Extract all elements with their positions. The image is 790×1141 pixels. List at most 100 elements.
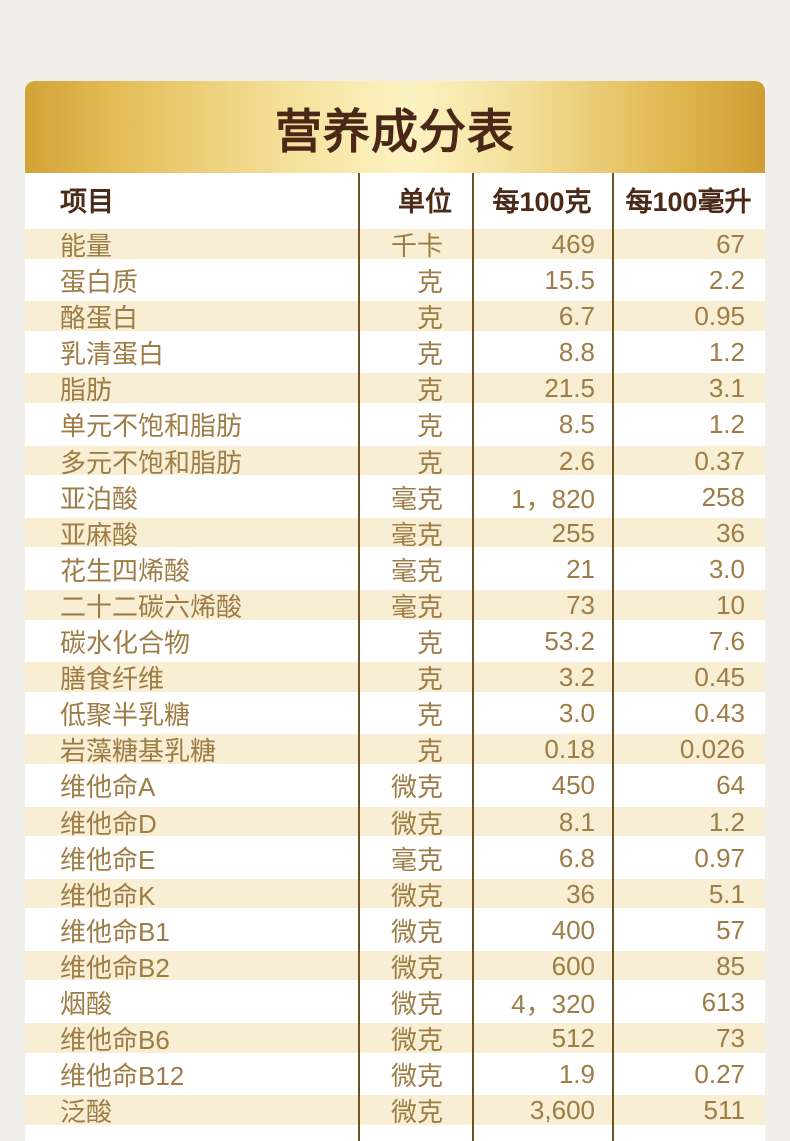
cell-per-100ml: 1.2 xyxy=(708,409,745,440)
cell-item-name: 亚泊酸 xyxy=(60,483,139,514)
table-row: 碳水化合物 克 53.2 7.6 xyxy=(25,623,765,659)
table-row: 乳清蛋白 克 8.8 1.2 xyxy=(25,334,765,370)
cell-per-100ml: 73 xyxy=(716,1023,745,1054)
table-row: 维他命K 微克 36 5.1 xyxy=(25,876,765,912)
cell-per-100ml: 2.2 xyxy=(708,265,745,296)
cell-unit: 千卡 xyxy=(390,231,443,261)
cell-unit: 微克 xyxy=(390,952,443,983)
cell-per-100g: 36 xyxy=(566,878,595,909)
cell-item-name: 单元不饱和脂肪 xyxy=(60,411,243,442)
column-header-item: 项目 xyxy=(60,187,114,217)
table-row: 维他命B6 微克 512 73 xyxy=(25,1020,765,1056)
cell-unit: 微克 xyxy=(390,772,443,803)
cell-unit: 克 xyxy=(416,700,443,731)
cell-item-name: 泛酸 xyxy=(60,1097,113,1128)
table-row: 亚泊酸 毫克 1，820 258 xyxy=(25,479,765,515)
cell-unit: 克 xyxy=(416,628,443,659)
cell-per-100g: 512 xyxy=(551,1023,595,1054)
cell-item-name: 花生四烯酸 xyxy=(60,555,191,586)
cell-unit: 微克 xyxy=(390,1025,443,1056)
cell-per-100ml: 0.43 xyxy=(694,698,745,729)
column-header-per-100g: 每100克 xyxy=(492,187,592,217)
cell-per-100g: 6.8 xyxy=(558,842,595,873)
cell-per-100ml: 3.0 xyxy=(708,553,745,584)
cell-item-name: 亚麻酸 xyxy=(60,519,139,550)
cell-per-100g: 3.0 xyxy=(558,698,595,729)
table-row: 酪蛋白 克 6.7 0.95 xyxy=(25,298,765,334)
cell-per-100g: 1.9 xyxy=(558,1059,595,1090)
cell-per-100ml: 64 xyxy=(716,770,745,801)
cell-per-100ml: 67 xyxy=(716,229,745,259)
cell-per-100ml: 0.45 xyxy=(694,662,745,693)
cell-unit: 微克 xyxy=(390,1097,443,1128)
cell-per-100g: 6.7 xyxy=(558,301,595,332)
cell-unit: 克 xyxy=(416,375,443,406)
table-row: 二十二碳六烯酸 毫克 73 10 xyxy=(25,587,765,623)
cell-per-100ml: 258 xyxy=(701,481,745,512)
table-header-row: 项目 单位 每100克 每100毫升 xyxy=(25,173,765,226)
cell-per-100ml: 57 xyxy=(716,914,745,945)
cell-per-100ml: 3.1 xyxy=(708,373,745,404)
cell-unit: 克 xyxy=(416,411,443,442)
table-row: 岩藻糖基乳糖 克 0.18 0.026 xyxy=(25,731,765,767)
cell-item-name: 低聚半乳糖 xyxy=(60,700,191,731)
cell-unit: 毫克 xyxy=(390,591,443,622)
cell-item-name: 碳水化合物 xyxy=(60,628,191,659)
cell-per-100ml: 613 xyxy=(701,986,745,1017)
cell-per-100g: 21 xyxy=(566,553,595,584)
table-row: 蛋白质 克 15.5 2.2 xyxy=(25,262,765,298)
cell-per-100ml: 0.37 xyxy=(694,445,745,476)
table-row: 亚麻酸 毫克 255 36 xyxy=(25,515,765,551)
cell-unit: 毫克 xyxy=(390,555,443,586)
table-row: 泛酸 微克 3,600 511 xyxy=(25,1092,765,1128)
cell-unit: 毫克 xyxy=(390,483,443,514)
cell-per-100g: 3,600 xyxy=(529,1095,595,1126)
table-row: 维他命D 微克 8.1 1.2 xyxy=(25,804,765,840)
cell-per-100ml: 0.026 xyxy=(679,734,745,765)
cell-per-100g: 469 xyxy=(551,229,595,259)
table-row: 维他命A 微克 450 64 xyxy=(25,767,765,803)
cell-item-name: 维他命B2 xyxy=(60,952,170,983)
table-row: 能量 千卡 469 67 xyxy=(25,226,765,262)
cell-item-name: 二十二碳六烯酸 xyxy=(60,591,243,622)
cell-item-name: 维他命B6 xyxy=(60,1025,170,1056)
cell-unit: 毫克 xyxy=(390,519,443,550)
cell-per-100ml: 5.1 xyxy=(708,878,745,909)
table-body: 能量 千卡 469 67 蛋白质 克 15.5 2.2 酪蛋白 克 6.7 0.… xyxy=(25,226,765,1128)
table-row: 脂肪 克 21.5 3.1 xyxy=(25,370,765,406)
nutrition-table-card: 营养成分表 项目 单位 每100克 每100毫升 能量 千卡 469 67 蛋白… xyxy=(25,81,765,1141)
cell-unit: 微克 xyxy=(390,988,443,1019)
cell-item-name: 脂肪 xyxy=(60,375,113,406)
table-row: 烟酸 微克 4，320 613 xyxy=(25,984,765,1020)
table-row: 低聚半乳糖 克 3.0 0.43 xyxy=(25,695,765,731)
cell-item-name: 维他命A xyxy=(60,772,156,803)
cell-per-100ml: 0.27 xyxy=(694,1059,745,1090)
cell-per-100ml: 7.6 xyxy=(708,626,745,657)
cell-unit: 克 xyxy=(416,303,443,334)
cell-unit: 微克 xyxy=(390,808,443,839)
cell-unit: 克 xyxy=(416,664,443,695)
column-header-unit: 单位 xyxy=(398,187,452,217)
cell-item-name: 岩藻糖基乳糖 xyxy=(60,736,217,767)
cell-per-100g: 4，320 xyxy=(511,988,595,1019)
page-title: 营养成分表 xyxy=(275,104,515,158)
cell-per-100g: 3.2 xyxy=(558,662,595,693)
cell-item-name: 维他命E xyxy=(60,844,156,875)
cell-per-100ml: 0.97 xyxy=(694,842,745,873)
cell-per-100g: 600 xyxy=(551,950,595,981)
cell-per-100g: 15.5 xyxy=(544,265,595,296)
cell-per-100ml: 10 xyxy=(716,589,745,620)
table-row: 花生四烯酸 毫克 21 3.0 xyxy=(25,551,765,587)
cell-per-100g: 400 xyxy=(551,914,595,945)
table-row: 维他命B2 微克 600 85 xyxy=(25,948,765,984)
cell-item-name: 蛋白质 xyxy=(60,267,139,298)
cell-per-100g: 8.8 xyxy=(558,337,595,368)
cell-per-100g: 255 xyxy=(551,517,595,548)
table-row: 多元不饱和脂肪 克 2.6 0.37 xyxy=(25,443,765,479)
cell-unit: 毫克 xyxy=(390,844,443,875)
cell-per-100g: 2.6 xyxy=(558,445,595,476)
cell-item-name: 维他命K xyxy=(60,880,156,911)
cell-item-name: 维他命D xyxy=(60,808,157,839)
cell-item-name: 乳清蛋白 xyxy=(60,339,165,370)
